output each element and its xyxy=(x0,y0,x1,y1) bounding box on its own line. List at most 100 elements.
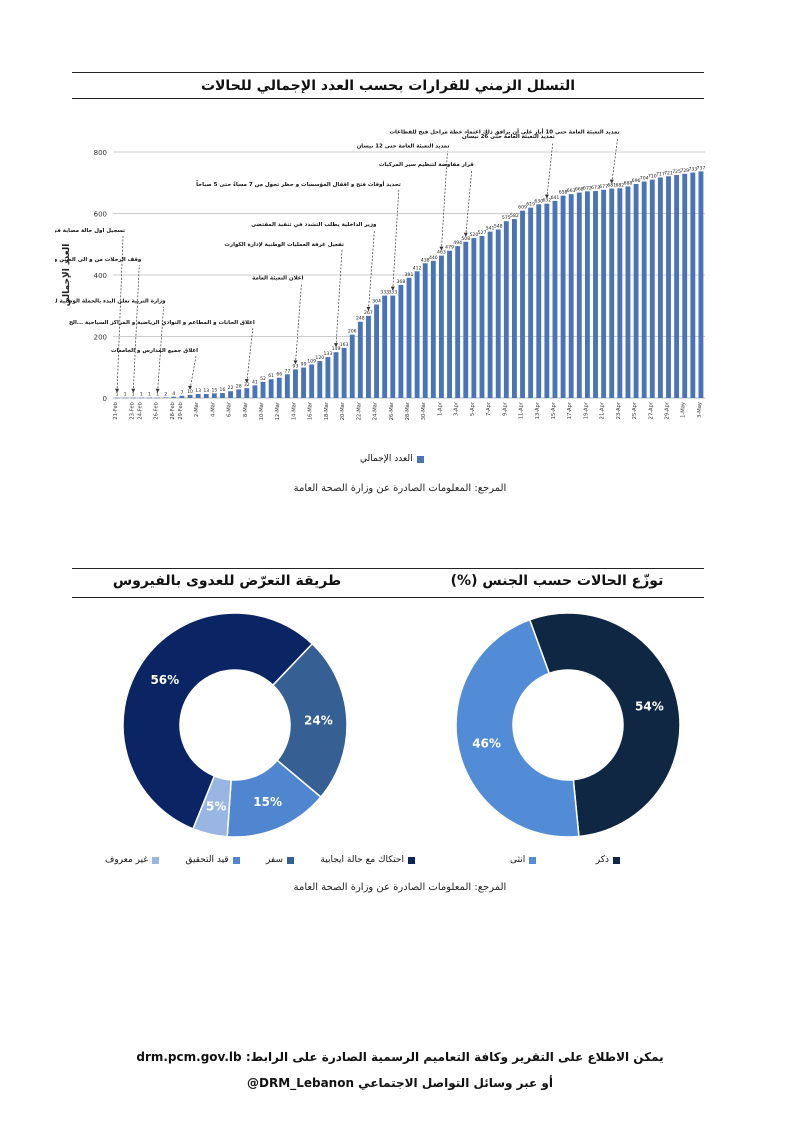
annotation-text: تفعيل غرفة العمليات الوطنية لإدارة الكوا… xyxy=(224,241,344,248)
timeline-bottom-rule xyxy=(72,98,704,99)
annotation-text: تحديد أوقات فتح و اقفال المؤسسات و حظر ت… xyxy=(196,180,401,188)
bar-value-label: 4 xyxy=(172,391,175,397)
annotation-text: تمديد التعبئة العامة حتى 12 نيسان xyxy=(357,143,450,149)
gender-title: توزّع الحالات حسب الجنس (%) xyxy=(450,573,664,589)
bar xyxy=(544,203,550,398)
slice-value-label: 56% xyxy=(150,673,179,687)
bar-value-label: 10 xyxy=(187,389,193,395)
exposure-legend: احتكاك مع حالة ايجابية سفر قيد التحقيق غ… xyxy=(105,855,415,865)
bar xyxy=(301,367,307,398)
x-tick-label: 1-Apr xyxy=(437,401,443,416)
x-tick-label: 14-Mar xyxy=(291,401,297,420)
bar-value-label: 479 xyxy=(445,245,454,251)
annotation-text: تمديد التعبئة العامة حتى 26 نيسان xyxy=(462,134,555,140)
legend-swatch xyxy=(408,856,415,864)
bar-value-label: 575 xyxy=(502,215,511,221)
bar xyxy=(471,238,477,398)
bar xyxy=(163,397,169,398)
footer-social-line: أو عبر وسائل التواصل الاجتماعي DRM_Leban… xyxy=(247,1076,553,1090)
x-tick-label: 6-Mar xyxy=(227,401,233,417)
bar xyxy=(511,219,517,398)
bar-value-label: 721 xyxy=(664,170,673,176)
bar xyxy=(341,347,347,398)
legend-swatch xyxy=(613,856,620,864)
bar-value-label: 717 xyxy=(656,172,665,178)
bar-value-label: 704 xyxy=(640,176,649,182)
timeline-source: المرجع: المعلومات الصادرة عن وزارة الصحة… xyxy=(293,483,507,494)
x-tick-label: 28-Mar xyxy=(405,401,411,420)
bar-value-label: 688 xyxy=(624,180,633,186)
annotation-arrow xyxy=(295,283,302,364)
bar xyxy=(284,374,290,398)
bar-value-label: 412 xyxy=(413,265,422,271)
bar xyxy=(406,277,412,398)
bar xyxy=(138,397,144,399)
bar xyxy=(674,175,680,398)
annotation-arrowhead xyxy=(544,194,549,199)
bar xyxy=(325,357,331,398)
legend-item-female: انثى xyxy=(510,855,537,865)
annotation-arrowhead xyxy=(463,232,468,237)
x-tick-label: 28-Feb xyxy=(170,401,176,419)
bar xyxy=(520,210,525,398)
bar xyxy=(609,188,615,398)
bar xyxy=(690,172,696,398)
bar xyxy=(487,231,493,398)
annotation-arrow xyxy=(465,169,473,236)
pies-bottom-rule xyxy=(72,597,704,598)
annotation-arrowhead xyxy=(244,379,249,384)
bar xyxy=(657,177,663,398)
bar xyxy=(309,364,315,398)
annotation-arrow xyxy=(441,151,448,250)
bar xyxy=(179,395,185,398)
bar xyxy=(349,334,355,398)
x-tick-label: 10-Mar xyxy=(259,401,265,420)
annotation-text: وقف الرحلات من و الى الصين و ايران وكوري… xyxy=(55,256,142,263)
bar xyxy=(244,388,250,398)
legend-swatch xyxy=(529,856,537,864)
bar xyxy=(552,200,558,398)
bar-value-label: 463 xyxy=(437,250,446,256)
annotation-arrowhead xyxy=(334,343,339,348)
pies-source: المرجع: المعلومات الصادرة عن وزارة الصحة… xyxy=(293,882,507,893)
bar-value-label: 737 xyxy=(697,165,706,171)
bar xyxy=(293,369,298,398)
bar xyxy=(228,391,234,398)
bar-value-label: 7 xyxy=(180,390,183,396)
bar xyxy=(374,304,379,398)
bar-value-label: 93 xyxy=(293,363,299,369)
bar-value-label: 641 xyxy=(551,195,560,201)
bar xyxy=(633,183,639,398)
bar xyxy=(430,260,436,398)
annotation-text: وزير الداخلية يطلب التشدد في تنفيذ المقت… xyxy=(251,222,377,228)
annotation-arrowhead xyxy=(366,306,371,311)
bar xyxy=(130,397,136,399)
y-tick-label: 200 xyxy=(94,334,107,342)
x-tick-label: 23-Feb xyxy=(129,401,135,419)
x-tick-label: 26-Feb xyxy=(154,401,160,419)
slice-value-label: 24% xyxy=(304,713,333,727)
x-tick-label: 16-Mar xyxy=(308,401,314,420)
bar-value-label: 41 xyxy=(252,379,258,385)
bar-value-label: 630 xyxy=(534,198,543,204)
x-tick-label: 7-Apr xyxy=(486,401,492,416)
annotation-arrow xyxy=(335,249,343,347)
bar-value-label: 673 xyxy=(591,185,600,191)
x-tick-label: 26-Mar xyxy=(389,401,395,420)
legend-swatch xyxy=(287,856,295,864)
bar-value-label: 619 xyxy=(526,202,535,208)
bar xyxy=(439,255,444,398)
bar-value-label: 109 xyxy=(307,358,316,364)
bar xyxy=(211,393,217,398)
bar-value-label: 1 xyxy=(140,392,143,398)
bar-value-label: 1 xyxy=(132,392,135,398)
bar xyxy=(357,321,363,398)
bar xyxy=(268,379,274,398)
bar-value-label: 527 xyxy=(478,230,487,236)
bar xyxy=(625,186,631,398)
x-tick-label: 21-Feb xyxy=(113,401,119,419)
bar xyxy=(463,241,469,398)
annotation-arrow xyxy=(368,229,375,310)
bar-value-label: 446 xyxy=(429,255,438,261)
